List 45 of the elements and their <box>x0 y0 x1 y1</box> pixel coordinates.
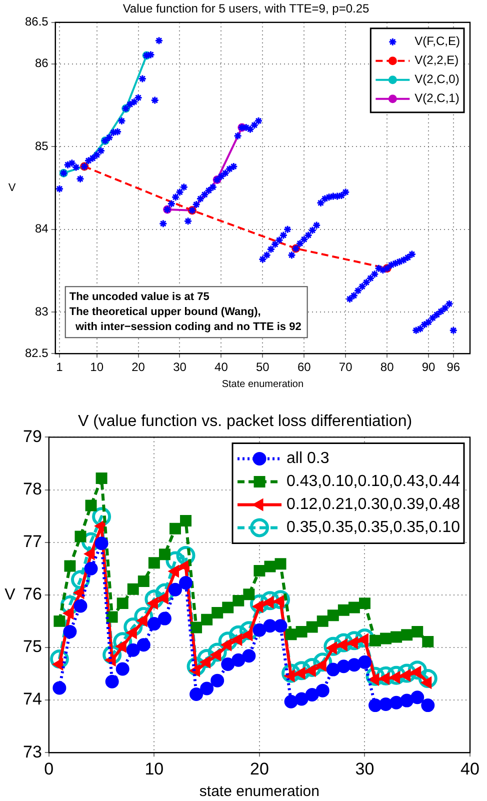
x-tick-label: 80 <box>380 360 394 374</box>
annotation: The uncoded value is at 75 <box>69 291 210 304</box>
y-tick-label: 75 <box>22 637 42 656</box>
x-tick-label: 10 <box>144 759 164 778</box>
y-tick-label: 76 <box>22 584 42 604</box>
y-tick-label: 84 <box>34 222 49 236</box>
y-tick-label: 73 <box>22 742 42 762</box>
x-tick-label: 0 <box>44 759 54 778</box>
legend-label: 0.35,0.35,0.35,0.35,0.10 <box>286 519 460 536</box>
y-tick-label: 77 <box>22 532 42 552</box>
x-tick-label: 30 <box>173 360 187 374</box>
legend-label: V(2,2,E) <box>414 53 459 68</box>
annotation: The theoretical upper bound (Wang), with inter−session coding and no TTE is 92 <box>69 306 302 334</box>
y-tick-label: 86 <box>34 56 49 70</box>
x-tick-label: 20 <box>250 759 269 778</box>
x-tick-label: 90 <box>422 360 436 374</box>
x-tick-label: 30 <box>355 759 374 778</box>
y-tick-label: 74 <box>22 690 42 709</box>
y-tick-label: 82.5 <box>24 346 49 360</box>
x-tick-label: 1 <box>56 360 64 374</box>
x-tick-label: 40 <box>460 759 480 778</box>
x-tick-label: 20 <box>132 360 146 374</box>
y-axis-title: V <box>4 586 16 604</box>
x-tick-label: 40 <box>214 360 228 374</box>
legend-label: 0.43,0.10,0.10,0.43,0.44 <box>286 473 460 490</box>
x-tick-label: 70 <box>338 360 353 374</box>
chart-title: Value function for 5 users, with TTE=9, p=0.25 <box>122 2 370 16</box>
x-axis-title: state enumeration <box>199 783 320 800</box>
x-tick-label: 96 <box>446 360 460 374</box>
y-tick-label: 78 <box>22 479 42 498</box>
y-tick-label: 79 <box>22 426 42 446</box>
y-axis-title: V <box>8 182 16 194</box>
legend-label: all 0.3 <box>286 450 330 468</box>
y-tick-label: 85 <box>34 138 49 153</box>
legend-label: V(F,C,E) <box>414 34 460 48</box>
chart-title: V (value function vs. packet loss differentiation) <box>78 413 412 430</box>
legend-label: V(2,C,1) <box>414 91 460 106</box>
x-tick-label: 10 <box>90 360 104 374</box>
y-tick-label: 86.5 <box>24 14 49 29</box>
legend-label: 0.12,0.21,0.30,0.39,0.48 <box>286 496 460 514</box>
x-axis-title: State enumeration <box>222 378 304 390</box>
x-tick-label: 50 <box>256 360 270 374</box>
y-tick-label: 83 <box>34 304 49 319</box>
legend-label: V(2,C,0) <box>414 72 460 86</box>
x-tick-label: 60 <box>297 360 312 374</box>
